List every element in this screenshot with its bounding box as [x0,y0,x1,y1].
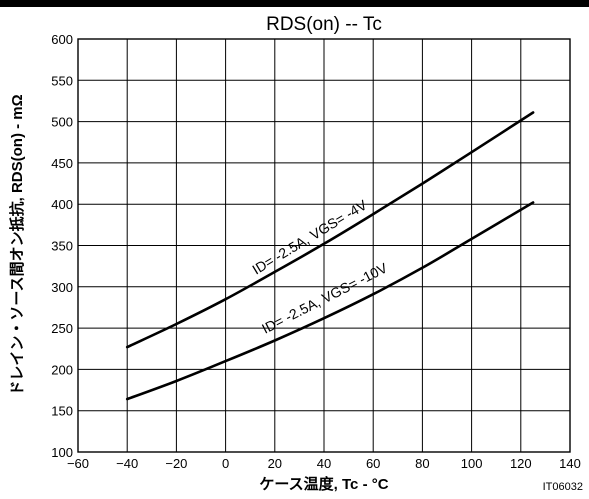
series-label-vgs-4v: ID= -2.5A, VGS= -4V [249,196,370,277]
curve-vgs-4v [125,111,535,349]
y-tick-label: 150 [51,404,73,419]
top-border-bar [0,0,589,7]
figure-id: IT06032 [543,481,583,493]
grid-layer [78,39,570,452]
y-tick-label: 350 [51,239,73,254]
x-tick-label: −60 [67,456,89,471]
x-tick-label: 40 [317,456,331,471]
chart-title: RDS(on) -- Tc [266,14,382,35]
x-tick-label: −40 [116,456,138,471]
y-tick-label: 250 [51,321,73,336]
x-tick-label: 100 [461,456,483,471]
x-tick-label: 140 [559,456,581,471]
y-tick-label: 200 [51,362,73,377]
x-tick-label: 120 [510,456,532,471]
curve-vgs-10v [125,201,535,401]
x-axis-label: ケース温度, Tc - °C [259,475,388,493]
y-axis-label: ドレイン・ソース間オン抵抗, RDS(on) - mΩ [8,94,26,395]
y-tick-label: 500 [51,115,73,130]
curve-layer [125,111,535,401]
y-tick-label: 100 [51,445,73,460]
x-tick-label: 20 [268,456,282,471]
plot-frame [77,38,571,453]
x-tick-label: 0 [222,456,229,471]
y-tick-label: 400 [51,197,73,212]
x-tick-label: 80 [415,456,429,471]
y-tick-label: 550 [51,73,73,88]
x-tick-labels: −60 −40 −20 0 20 40 60 80 100 120 140 [67,456,581,471]
y-tick-label: 450 [51,156,73,171]
y-tick-label: 600 [51,32,73,47]
y-tick-labels: 100 150 200 250 300 350 400 450 500 550 600 [51,32,73,460]
x-tick-label: −20 [165,456,187,471]
x-tick-label: 60 [366,456,380,471]
y-tick-label: 300 [51,280,73,295]
